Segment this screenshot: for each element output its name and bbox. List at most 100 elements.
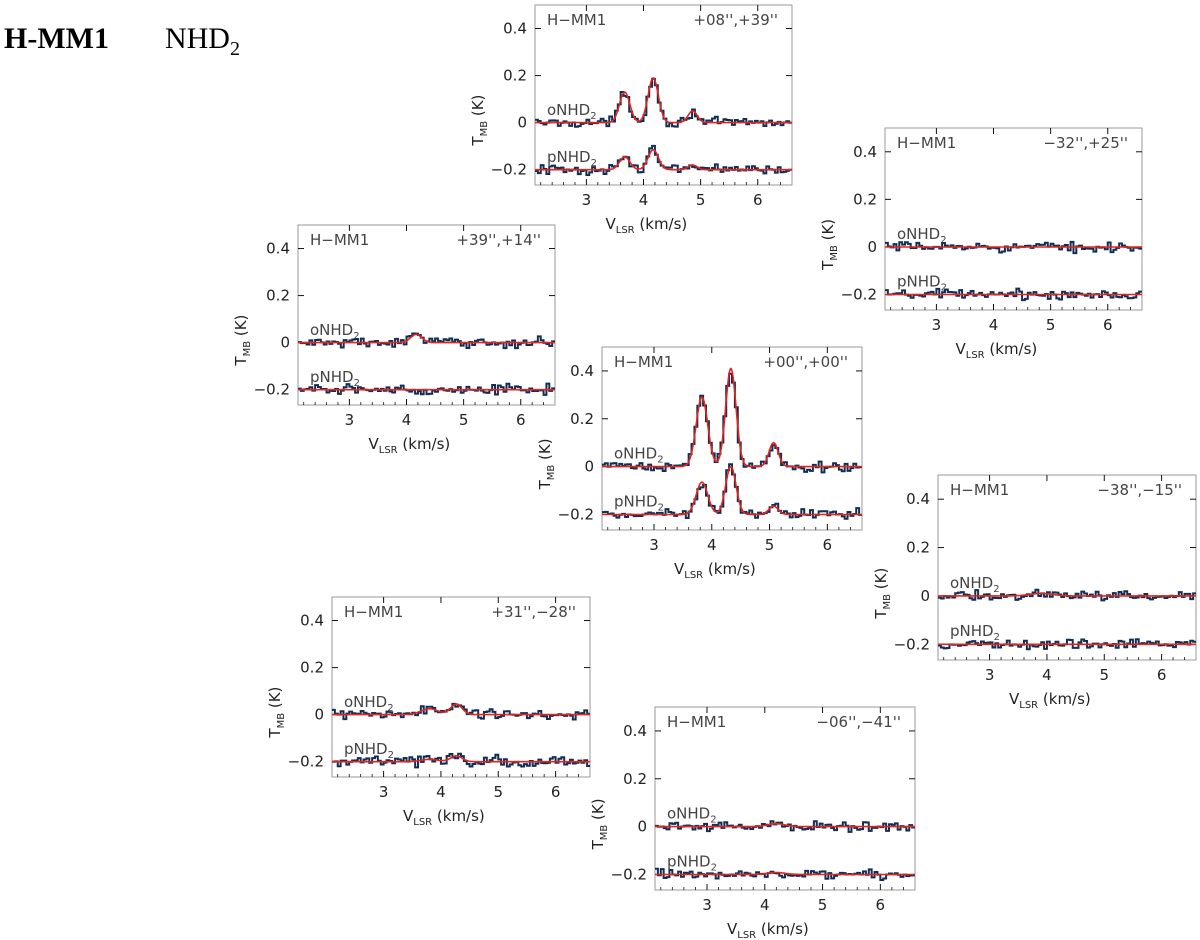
y-tick-label: −0.2 (894, 635, 930, 653)
x-axis-label: VLSR (km/s) (674, 560, 756, 581)
panel-source-label: H−MM1 (950, 481, 1009, 499)
species-label: oNHD2 (897, 225, 947, 246)
x-tick-label: 5 (765, 536, 775, 554)
y-tick-label: 0 (280, 334, 290, 352)
species-label: oNHD2 (950, 574, 1000, 595)
x-tick-label: 4 (1042, 666, 1052, 684)
y-tick-label: 0.4 (503, 20, 527, 38)
spectrum-fit-para (332, 755, 590, 763)
y-axis-label: TMB (K) (266, 687, 287, 739)
source-name: H-MM1 (4, 22, 109, 55)
x-tick-label: 3 (702, 896, 712, 914)
x-axis-label: VLSR (km/s) (727, 920, 809, 940)
y-tick-label: 0 (584, 458, 594, 476)
molecule-subscript: 2 (229, 38, 240, 60)
x-tick-label: 4 (402, 411, 412, 429)
species-label: pNHD2 (310, 368, 360, 389)
y-tick-label: −0.2 (611, 865, 647, 883)
y-tick-label: −0.2 (254, 381, 290, 399)
y-tick-label: 0.4 (623, 722, 647, 740)
y-tick-label: 0.4 (266, 240, 290, 258)
x-axis-label: VLSR (km/s) (956, 340, 1038, 361)
species-label: pNHD2 (547, 148, 597, 169)
spectrum-fit-para (535, 148, 792, 171)
panel-source-label: H−MM1 (310, 231, 369, 249)
y-tick-label: 0.2 (570, 410, 594, 428)
panel-offset-label: −38'',−15'' (1097, 481, 1182, 499)
x-tick-label: 4 (989, 316, 999, 334)
y-tick-label: 0.2 (300, 659, 324, 677)
panel-source-label: H−MM1 (614, 353, 673, 371)
panel-frame (331, 596, 591, 778)
spectrum-fit-ortho (332, 703, 590, 716)
spectrum-panel: 3 4 5 6 0.4 0.2 0 −0.2 VLSR (km/s) TMB (K) H−MM1 +3… (266, 596, 591, 828)
molecule-name: NHD2 (164, 22, 240, 60)
spectrum-panel: 3 4 5 6 0.4 0.2 0 −0.2 VLSR (km/s) TMB (K) H−MM1 −0… (589, 706, 916, 940)
x-tick-label: 6 (516, 411, 526, 429)
spectrum-fit-para (655, 871, 915, 876)
x-tick-label: 6 (551, 783, 561, 801)
x-axis-label: VLSR (km/s) (403, 807, 485, 828)
x-tick-label: 4 (707, 536, 717, 554)
spectrum-panel: 3 4 5 6 0.4 0.2 0 −0.2 VLSR (km/s) TMB (K) H−MM1 +3… (232, 224, 556, 456)
y-tick-label: 0.4 (906, 490, 930, 508)
y-tick-label: 0.2 (623, 770, 647, 788)
molecule-base: NHD (164, 22, 230, 55)
panel-source-label: H−MM1 (344, 603, 403, 621)
panel-offset-label: −06'',−41'' (816, 713, 901, 731)
x-tick-label: 3 (379, 783, 389, 801)
x-axis-label: VLSR (km/s) (369, 435, 451, 456)
x-tick-label: 5 (459, 411, 469, 429)
x-tick-label: 3 (985, 666, 995, 684)
y-axis-label: TMB (K) (589, 798, 610, 850)
y-tick-label: −0.2 (841, 286, 877, 304)
species-label: oNHD2 (667, 805, 717, 826)
y-axis-label: TMB (K) (232, 315, 253, 367)
panel-frame (884, 127, 1143, 311)
species-label: pNHD2 (344, 740, 394, 761)
species-label: pNHD2 (950, 622, 1000, 643)
y-tick-label: −0.2 (558, 505, 594, 523)
x-tick-label: 4 (639, 191, 649, 209)
x-tick-label: 6 (823, 536, 833, 554)
x-axis-label: VLSR (km/s) (1009, 690, 1091, 711)
x-tick-label: 5 (493, 783, 503, 801)
x-axis-label: VLSR (km/s) (606, 215, 688, 236)
spectrum-fit-ortho (535, 77, 792, 124)
panel-frame (937, 474, 1197, 661)
species-label: pNHD2 (667, 852, 717, 873)
spectrum-fit-para (602, 465, 862, 516)
panel-frame (297, 224, 556, 406)
x-tick-label: 6 (1103, 316, 1113, 334)
y-tick-label: 0.2 (503, 67, 527, 85)
y-tick-label: 0.2 (906, 539, 930, 557)
x-tick-label: 5 (818, 896, 828, 914)
x-tick-label: 6 (753, 191, 763, 209)
spectrum-fit-ortho (298, 333, 555, 344)
y-tick-label: 0.4 (300, 612, 324, 630)
y-tick-label: 0.2 (266, 287, 290, 305)
x-tick-label: 4 (760, 896, 770, 914)
x-tick-label: 4 (436, 783, 446, 801)
y-tick-label: 0.4 (853, 143, 877, 161)
x-tick-label: 6 (876, 896, 886, 914)
spectrum-panel: 3 4 5 6 0.4 0.2 0 −0.2 VLSR (km/s) TMB (K) H−MM1 −3… (819, 127, 1143, 361)
x-tick-label: 3 (582, 191, 592, 209)
species-label: pNHD2 (897, 273, 947, 294)
x-tick-label: 3 (345, 411, 355, 429)
page-title: H-MM1 NHD2 (4, 22, 240, 61)
panel-frame (534, 4, 793, 186)
y-axis-label: TMB (K) (872, 568, 893, 620)
y-tick-label: 0 (314, 706, 324, 724)
y-axis-label: TMB (K) (819, 219, 840, 271)
x-tick-label: 5 (696, 191, 706, 209)
x-tick-label: 5 (1099, 666, 1109, 684)
species-label: oNHD2 (344, 693, 394, 714)
y-tick-label: 0 (920, 587, 930, 605)
panel-frame (654, 706, 916, 891)
species-label: pNHD2 (614, 492, 664, 513)
spectrum-panel: 3 4 5 6 0.4 0.2 0 −0.2 VLSR (km/s) TMB (K) H−MM1 +0… (536, 346, 863, 581)
x-tick-label: 6 (1157, 666, 1167, 684)
panel-offset-label: −32'',+25'' (1043, 134, 1128, 152)
